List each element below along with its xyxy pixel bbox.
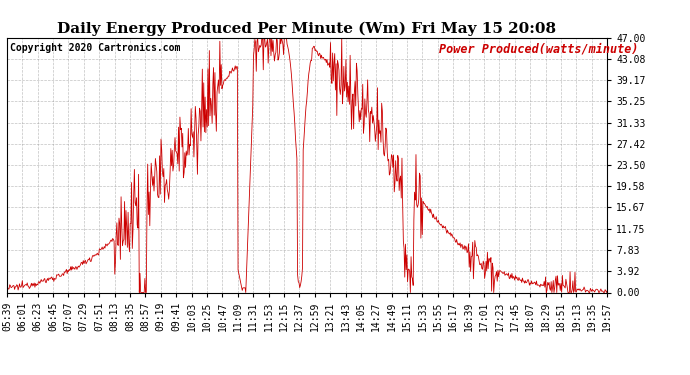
- Text: Power Produced(watts/minute): Power Produced(watts/minute): [439, 43, 639, 56]
- Title: Daily Energy Produced Per Minute (Wm) Fri May 15 20:08: Daily Energy Produced Per Minute (Wm) Fr…: [57, 22, 557, 36]
- Text: Copyright 2020 Cartronics.com: Copyright 2020 Cartronics.com: [10, 43, 180, 52]
